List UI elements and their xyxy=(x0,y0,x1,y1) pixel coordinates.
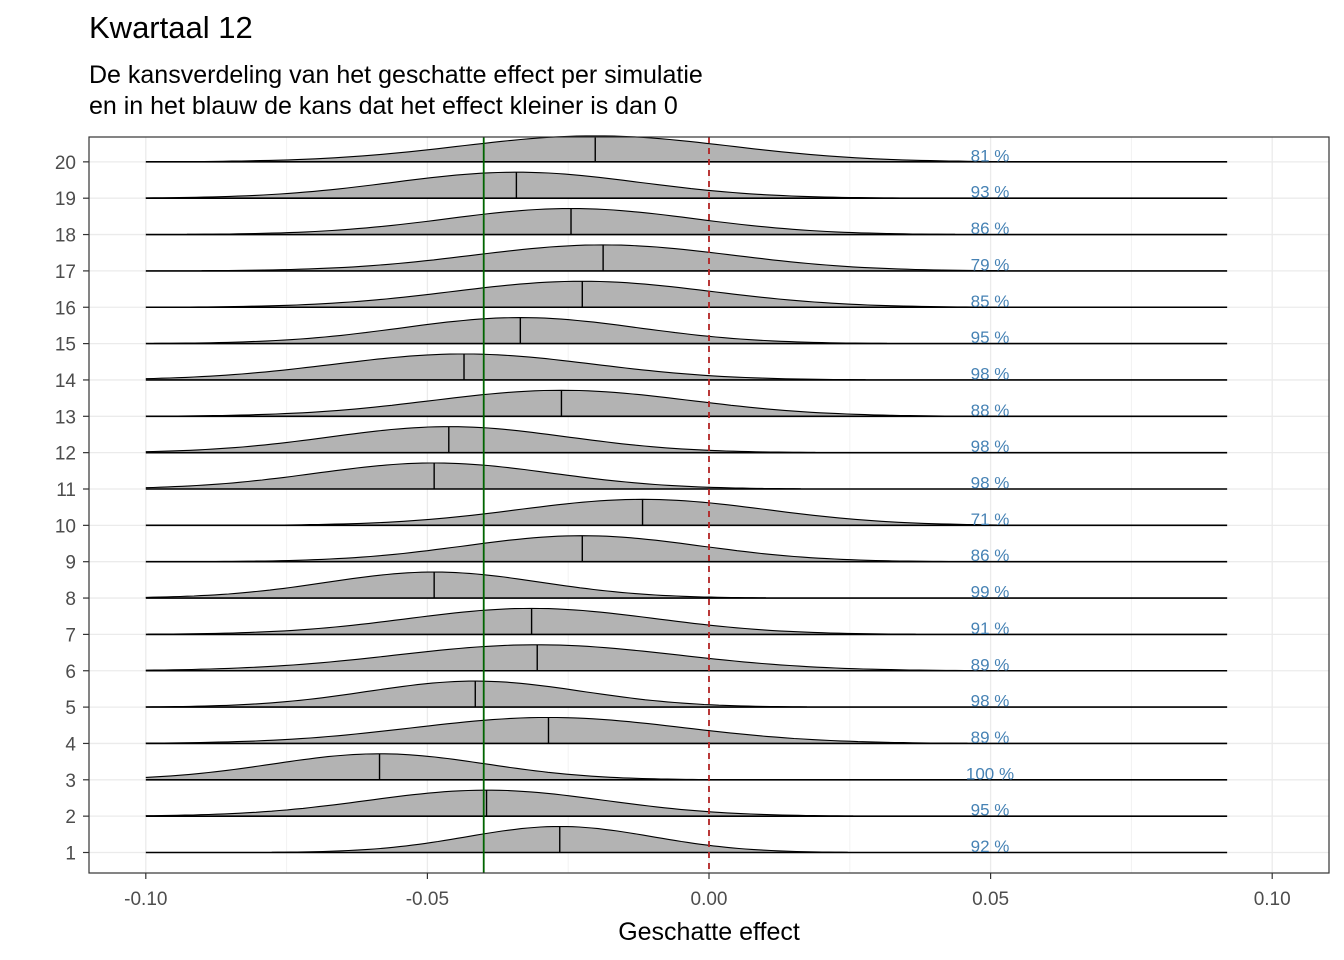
ridge-16: 85 % xyxy=(145,280,1228,311)
probability-label: 95 % xyxy=(971,328,1010,347)
ridge-2: 95 % xyxy=(145,789,1228,820)
y-tick-label: 2 xyxy=(65,807,76,828)
density-fill xyxy=(145,463,801,489)
y-tick-label: 17 xyxy=(55,262,76,283)
probability-label: 98 % xyxy=(971,364,1010,383)
probability-label: 89 % xyxy=(971,655,1010,674)
ridge-7: 91 % xyxy=(145,607,1228,638)
ridge-12: 98 % xyxy=(145,426,1228,456)
density-fill xyxy=(145,172,901,199)
density-fill xyxy=(145,790,854,817)
ridge-19: 93 % xyxy=(145,171,1228,202)
density-outline xyxy=(145,716,968,744)
y-tick-label: 8 xyxy=(65,589,76,610)
probability-label: 98 % xyxy=(971,474,1010,493)
probability-label: 98 % xyxy=(971,437,1010,456)
density-outline xyxy=(145,462,801,490)
density-fill xyxy=(145,717,968,744)
probability-label: 89 % xyxy=(971,728,1010,747)
probability-label: 92 % xyxy=(971,837,1010,856)
ridge-9: 86 % xyxy=(145,535,1228,565)
y-tick-label: 7 xyxy=(65,625,76,646)
x-tick-label: 0.00 xyxy=(691,889,728,910)
ridge-3: 100 % xyxy=(145,753,1228,783)
density-outline xyxy=(145,171,901,199)
ridge-8: 99 % xyxy=(145,571,1228,602)
axis-layer: -0.10 -0.05 0.00 0.05 0.10123456789101112131… xyxy=(55,153,1291,910)
y-tick-label: 20 xyxy=(55,153,76,174)
x-axis-title: Geschatte effect xyxy=(618,918,800,946)
y-tick-label: 4 xyxy=(65,734,76,755)
ridge-4: 89 % xyxy=(145,716,1228,747)
y-tick-label: 14 xyxy=(55,371,77,392)
probability-label: 81 % xyxy=(971,146,1010,165)
density-fill xyxy=(145,681,808,708)
ridge-layer: 81 % 93 % 86 % 79 % 85 % 95 % 98 % 88 % 98 % 98 %… xyxy=(145,135,1228,856)
ridge-10: 71 % xyxy=(145,498,1228,529)
density-outline xyxy=(145,426,816,453)
ridge-5: 98 % xyxy=(145,680,1228,711)
x-tick-label: -0.10 xyxy=(124,889,167,910)
density-outline xyxy=(145,680,808,708)
y-tick-label: 19 xyxy=(55,189,76,210)
x-tick-label: -0.05 xyxy=(406,889,449,910)
ridge-6: 89 % xyxy=(145,644,1228,674)
ridge-13: 88 % xyxy=(145,389,1228,420)
probability-label: 91 % xyxy=(971,619,1010,638)
y-tick-label: 13 xyxy=(55,407,76,428)
ridge-17: 79 % xyxy=(145,244,1228,274)
ridge-1: 92 % xyxy=(145,825,1228,856)
y-tick-label: 18 xyxy=(55,226,76,247)
ridge-18: 86 % xyxy=(145,207,1228,238)
chart-title: Kwartaal 12 xyxy=(89,10,253,45)
density-fill xyxy=(145,426,816,453)
density-fill xyxy=(145,753,712,780)
density-outline xyxy=(145,353,866,381)
subtitle-line-2: en in het blauw de kans dat het effect k… xyxy=(89,92,678,120)
probability-label: 95 % xyxy=(971,801,1010,820)
probability-label: 99 % xyxy=(971,583,1010,602)
probability-label: 86 % xyxy=(971,219,1010,238)
density-outline xyxy=(145,644,974,672)
density-outline xyxy=(258,498,1027,526)
y-tick-label: 11 xyxy=(56,480,76,501)
y-tick-label: 12 xyxy=(55,444,76,465)
ridge-14: 98 % xyxy=(145,353,1228,383)
probability-label: 79 % xyxy=(971,255,1010,274)
y-tick-label: 9 xyxy=(65,553,76,574)
density-outline xyxy=(145,789,854,817)
probability-label: 93 % xyxy=(971,183,1010,202)
probability-label: 88 % xyxy=(971,401,1010,420)
ridge-20: 81 % xyxy=(145,135,1228,165)
subtitle-line-1: De kansverdeling van het geschatte effec… xyxy=(89,61,703,89)
y-tick-label: 10 xyxy=(55,516,76,537)
ridge-11: 98 % xyxy=(145,462,1228,493)
y-tick-label: 5 xyxy=(65,698,76,719)
density-outline xyxy=(145,571,766,599)
probability-label: 100 % xyxy=(966,764,1014,783)
y-tick-label: 3 xyxy=(65,771,76,792)
probability-label: 71 % xyxy=(971,510,1010,529)
probability-label: 86 % xyxy=(971,546,1010,565)
density-outline xyxy=(145,753,712,781)
probability-label: 98 % xyxy=(971,692,1010,711)
y-tick-label: 16 xyxy=(55,298,76,319)
y-tick-label: 6 xyxy=(65,662,76,683)
x-tick-label: 0.05 xyxy=(972,889,1009,910)
y-tick-label: 15 xyxy=(55,335,76,356)
density-fill xyxy=(145,354,866,380)
reference-lines xyxy=(482,137,710,873)
x-tick-label: 0.10 xyxy=(1254,889,1291,910)
probability-label: 85 % xyxy=(971,292,1010,311)
ridge-15: 95 % xyxy=(145,317,1228,347)
y-tick-label: 1 xyxy=(65,844,76,865)
density-outline xyxy=(186,207,956,235)
chart-subtitle: De kansverdeling van het geschatte effec… xyxy=(89,60,703,122)
